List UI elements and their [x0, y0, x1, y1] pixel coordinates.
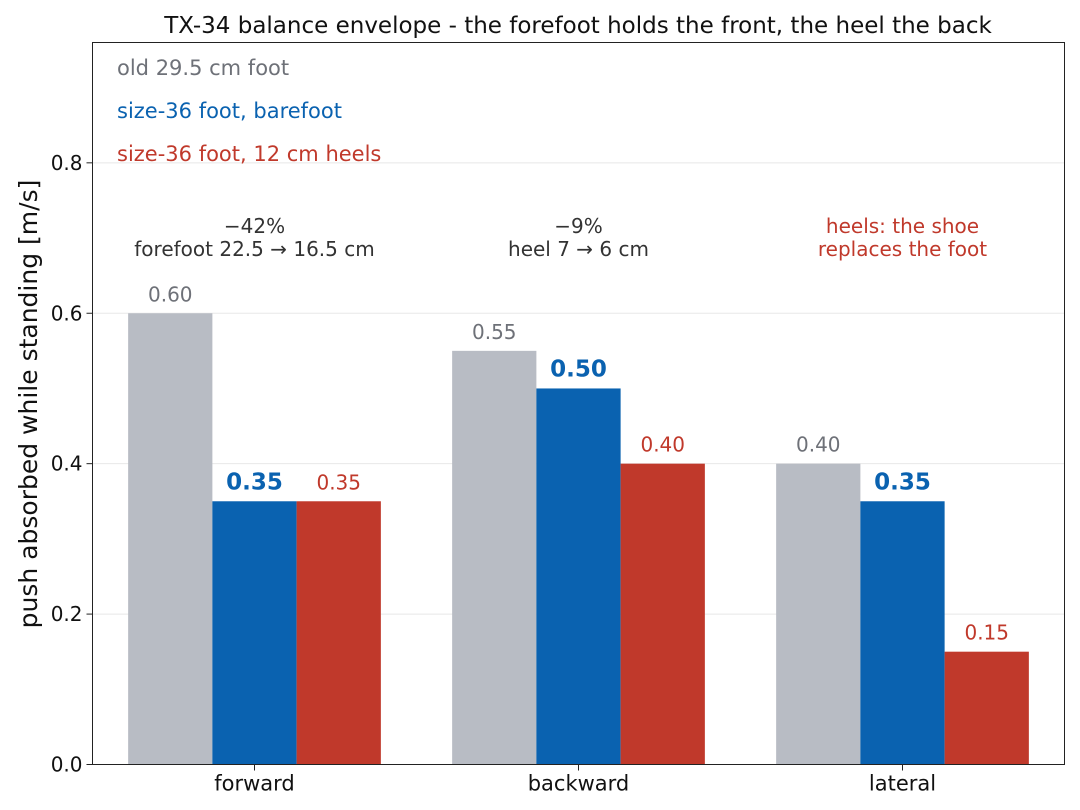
annotation-backward: heel 7 → 6 cm — [508, 237, 649, 261]
annotation-forward: forefoot 22.5 → 16.5 cm — [134, 237, 374, 261]
bar-forward-series-2 — [212, 501, 297, 765]
y-tick-label: 0.0 — [51, 753, 83, 777]
bar-backward-series-1 — [452, 350, 537, 765]
y-tick-label: 0.8 — [51, 151, 83, 175]
bar-backward-series-3 — [620, 463, 705, 765]
legend-entry-3: size-36 foot, 12 cm heels — [117, 142, 381, 166]
x-tick-label-forward: forward — [214, 772, 295, 796]
y-tick-label: 0.6 — [51, 301, 83, 325]
x-tick-label-backward: backward — [528, 772, 630, 796]
bar-lateral-series-2 — [860, 501, 945, 765]
bar-value-label: 0.60 — [148, 282, 193, 306]
bar-value-label: 0.15 — [964, 621, 1009, 645]
bar-value-label: 0.35 — [316, 470, 361, 494]
bar-value-label: 0.35 — [226, 469, 283, 495]
legend-entry-1: old 29.5 cm foot — [117, 56, 289, 80]
bar-value-label: 0.35 — [874, 469, 931, 495]
y-axis-label: push absorbed while standing [m/s] — [14, 180, 43, 629]
y-axis: 0.0 0.2 0.4 0.6 0.8 — [51, 151, 93, 777]
bar-lateral-series-1 — [776, 463, 861, 765]
bar-value-label: 0.40 — [640, 433, 685, 457]
annotation-backward: −9% — [554, 214, 603, 238]
chart-title: TX-34 balance envelope - the forefoot ho… — [163, 13, 992, 39]
legend: old 29.5 cm foot size-36 foot, barefoot si… — [117, 56, 381, 166]
bar-value-label: 0.40 — [796, 433, 841, 457]
annotation-lateral: heels: the shoe — [826, 214, 979, 238]
annotation-forward: −42% — [224, 214, 285, 238]
bar-forward-series-1 — [128, 313, 213, 765]
legend-entry-2: size-36 foot, barefoot — [117, 99, 342, 123]
y-tick-label: 0.4 — [51, 452, 83, 476]
y-tick-label: 0.2 — [51, 602, 83, 626]
annotation-lateral: replaces the foot — [818, 237, 987, 261]
x-tick-label-lateral: lateral — [869, 772, 936, 796]
bar-backward-series-2 — [536, 388, 621, 765]
x-axis: forward backward lateral — [214, 764, 936, 796]
bar-value-label: 0.50 — [550, 356, 607, 382]
annotations: −42%forefoot 22.5 → 16.5 cm −9%heel 7 → 6… — [134, 214, 987, 261]
bar-lateral-series-3 — [944, 651, 1029, 765]
bar-value-label: 0.55 — [472, 320, 517, 344]
bar-forward-series-3 — [296, 501, 381, 765]
bars — [128, 313, 1029, 765]
bar-value-labels: 0.60 0.35 0.35 0.55 0.50 0.40 0.40 0.35 0.15 — [148, 282, 1009, 644]
